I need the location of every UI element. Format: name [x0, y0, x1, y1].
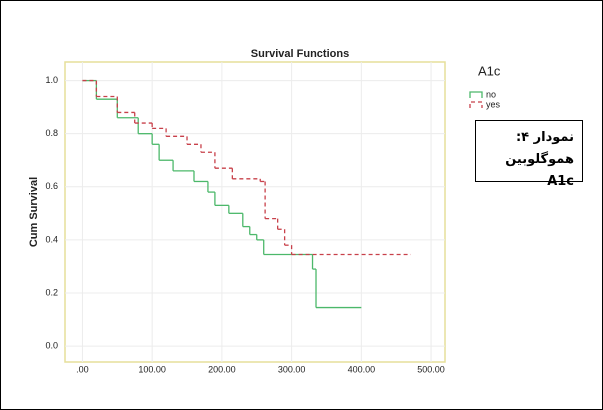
y-tick-label: 0.2: [45, 287, 58, 297]
annotation-line: هموگلوبین A1c: [505, 152, 574, 189]
y-tick-label: 0.4: [45, 234, 58, 244]
y-tick-label: 0.6: [45, 181, 58, 191]
legend-swatch: [469, 91, 483, 98]
y-tick-label: 0.0: [45, 340, 58, 350]
annotation: نمودار ۴: هموگلوبین A1c: [475, 120, 583, 189]
legend-swatch: [469, 101, 483, 108]
y-axis-label: Cum Survival: [28, 177, 40, 247]
x-tick-label: 100.00: [138, 364, 166, 374]
annotation-line: نمودار ۴:: [515, 130, 574, 145]
y-tick-label: 1.0: [45, 75, 58, 85]
x-tick-label: 500.00: [417, 364, 445, 374]
x-tick-label: 200.00: [208, 364, 236, 374]
x-tick-label: 300.00: [278, 364, 306, 374]
y-tick-label: 0.8: [45, 128, 58, 138]
x-tick-label: 400.00: [348, 364, 376, 374]
chart-title: Survival Functions: [251, 48, 349, 60]
x-tick-label: .00: [76, 364, 89, 374]
legend-title: A1c: [478, 63, 501, 78]
legend-label: yes: [486, 99, 501, 109]
plot-area: [64, 61, 446, 363]
legend-label: no: [486, 89, 496, 99]
